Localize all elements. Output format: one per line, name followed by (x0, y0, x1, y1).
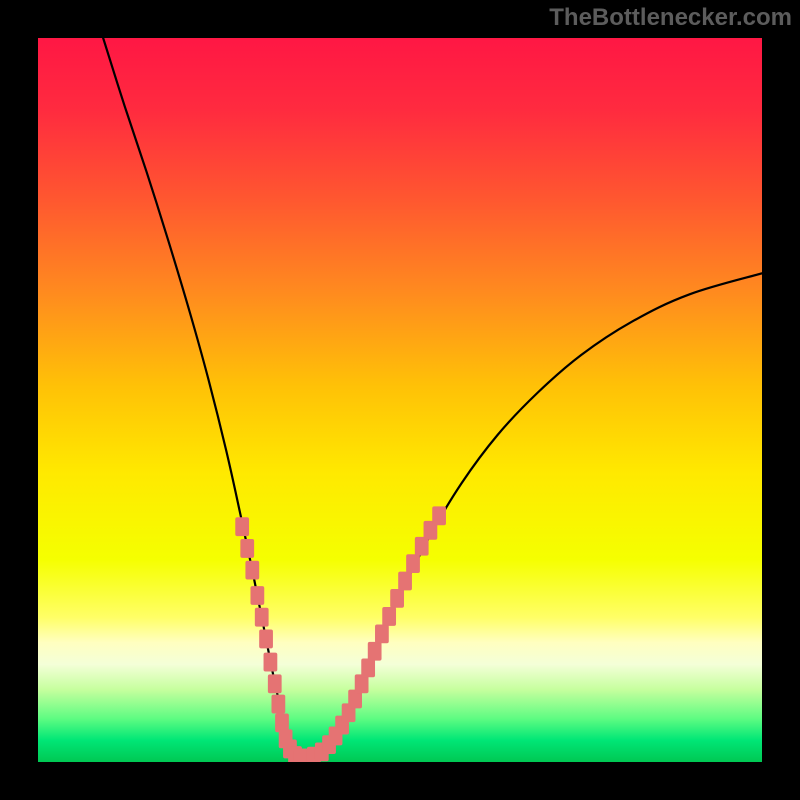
plot-area (38, 38, 762, 762)
marker-right (368, 642, 382, 661)
gradient-background (38, 38, 762, 762)
marker-left (259, 630, 273, 649)
marker-left (264, 653, 278, 672)
marker-left (245, 561, 259, 580)
plot-svg (38, 38, 762, 762)
watermark-text: TheBottlenecker.com (549, 4, 792, 32)
marker-right (406, 554, 420, 573)
marker-left (250, 586, 264, 605)
marker-left (271, 695, 285, 714)
marker-left (255, 608, 269, 627)
marker-right (390, 589, 404, 608)
marker-right (382, 607, 396, 626)
marker-left (235, 517, 249, 536)
marker-left (240, 539, 254, 558)
marker-left (268, 674, 282, 693)
stage: TheBottlenecker.com (0, 0, 800, 800)
marker-right (398, 572, 412, 591)
marker-right (432, 506, 446, 525)
marker-right (375, 624, 389, 643)
marker-right (361, 658, 375, 677)
